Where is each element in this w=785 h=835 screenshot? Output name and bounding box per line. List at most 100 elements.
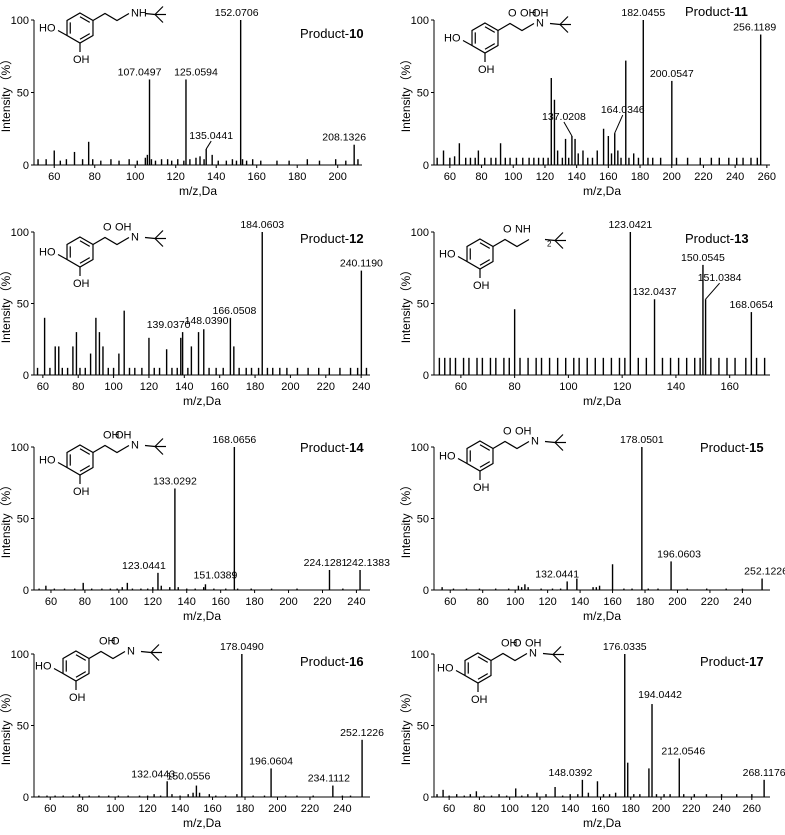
ring-bond [66,444,94,476]
ring-bond [466,440,494,472]
x-tick-label: 80 [509,381,521,393]
x-tick-label: 260 [743,803,761,815]
x-axis-label: m/z,Da [183,609,221,623]
x-axis-label: m/z,Da [583,609,621,623]
spectrum-panel: 0 50 100 60 80 100 120 140 160 180 200 220 240 m/z,Da… [0,210,392,417]
atom-label: N [531,436,539,448]
y-axis-label: Intensity（%） [0,686,13,765]
double-bond [79,240,91,247]
x-tick-label: 160 [599,171,617,183]
spectrum-panel: 0 50 100 60 80 100 120 140 160 180 200 220 240 260 m/z… [399,628,785,835]
peak-label: 168.0656 [212,434,256,446]
x-tick-label: 220 [694,171,712,183]
atom-label: NH [515,224,531,236]
peak-label: 212.0546 [661,745,705,757]
x-tick-label: 140 [567,171,585,183]
peak-label: 107.0497 [118,66,162,78]
bond [154,230,164,239]
y-tick-label: 50 [417,514,429,526]
ring-bond [471,22,499,54]
atom-label: OH [73,486,90,498]
x-tick-label: 120 [140,381,158,393]
peak-label: 151.0389 [194,569,238,581]
spectrum-chart: 0 50 100 60 80 100 120 140 160 180 200 220 240 260 m/z… [399,4,776,198]
x-axis-label: m/z,Da [179,184,217,198]
x-axis-label: m/z,Da [583,394,621,408]
double-bond [75,671,87,678]
double-bond [479,461,491,468]
x-tick-label: 180 [246,381,264,393]
spectrum-chart: 0 50 100 60 80 100 120 140 160 180 200 220 240 m/z,Da… [0,219,383,408]
x-tick-label: 120 [167,171,185,183]
y-tick-label: 0 [423,792,429,804]
peak-label: 137.0208 [542,111,586,123]
panel-title-prefix: Product- [685,231,734,246]
x-tick-label: 220 [301,803,319,815]
x-tick-label: 240 [333,803,351,815]
peak-label: 132.0443 [131,768,175,780]
bond [552,646,562,655]
x-tick-label: 160 [603,596,621,608]
spectrum-chart: 0 50 100 60 80 100 120 140 160 180 200 220 240 m/z,Da… [0,430,390,624]
peak-label: 240.1190 [340,258,383,270]
x-tick-label: 100 [506,596,524,608]
x-tick-label: 240 [712,803,730,815]
x-tick-label: 160 [211,596,229,608]
spectrum-chart: 0 50 100 60 80 100 120 140 160 180 200 m/z,Da Intens… [0,6,366,198]
x-tick-label: 100 [104,381,122,393]
bond [144,12,156,16]
side-chain-bond [92,12,130,22]
x-tick-label: 180 [636,596,654,608]
panel-title-number: 11 [734,4,748,19]
x-tick-label: 120 [538,596,556,608]
bond [154,6,164,15]
atom-label: OH [115,430,132,442]
panel-title-number: 15 [749,440,763,455]
x-tick-label: 220 [682,803,700,815]
peak-label: 135.0441 [189,130,233,142]
x-tick-label: 200 [329,171,347,183]
panel-title: Product-15 [700,440,764,455]
x-tick-label: 140 [667,381,685,393]
peak-label: 200.0547 [650,68,694,80]
ring-bond [466,238,494,270]
x-tick-label: 80 [477,596,489,608]
bond [552,654,562,663]
x-tick-label: 100 [504,171,522,183]
x-tick-label: 240 [733,596,751,608]
x-tick-label: 240 [352,381,370,393]
bond [53,667,64,675]
bond [554,240,564,249]
double-bond [479,444,491,451]
x-tick-label: 60 [37,381,49,393]
panel-title-prefix: Product- [300,440,349,455]
atom-label: OH [501,638,518,650]
x-tick-label: 140 [561,803,579,815]
peak-label: 148.0392 [548,767,592,779]
bond [154,14,164,23]
y-tick-label: 100 [11,15,29,27]
chemical-structure: HO OH O NH 2 [439,224,566,292]
atom-label: OH [478,64,495,76]
peak-label: 268.1176 [743,767,785,779]
chemical-structure: HO OH NH [39,6,166,66]
side-chain-bond [92,444,130,454]
double-bond [75,654,87,661]
side-chain-bond [492,440,530,450]
bond [554,442,564,451]
y-tick-label: 50 [17,299,29,311]
bond [462,39,473,47]
x-tick-label: 120 [144,596,162,608]
bond [144,236,156,240]
x-tick-label: 220 [317,381,335,393]
x-tick-label: 60 [444,171,456,183]
x-tick-label: 120 [613,381,631,393]
x-tick-label: 180 [622,803,640,815]
peak-leader-line [205,140,212,150]
y-tick-label: 100 [411,15,429,27]
x-tick-label: 160 [721,381,739,393]
atom-label: N [131,440,139,452]
x-tick-label: 220 [313,596,331,608]
